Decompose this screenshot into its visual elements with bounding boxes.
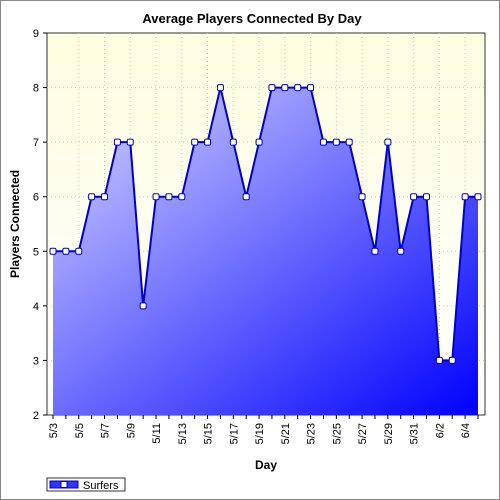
data-point — [281, 84, 289, 92]
data-point — [255, 138, 263, 146]
x-tick-label: 5/7 — [100, 423, 112, 438]
data-point — [113, 138, 121, 146]
data-point — [371, 247, 379, 255]
x-tick-label: 5/17 — [228, 423, 240, 444]
x-tick-label: 5/13 — [177, 423, 189, 444]
y-tick-label: 5 — [33, 246, 39, 258]
y-axis: 2 3 4 5 6 7 8 9 — [33, 28, 47, 422]
data-point — [191, 138, 199, 146]
x-tick-label: 5/3 — [48, 423, 60, 438]
data-point — [384, 138, 392, 146]
data-point — [358, 193, 366, 201]
x-tick-label: 5/5 — [74, 423, 86, 438]
x-tick-label: 5/9 — [125, 423, 137, 438]
x-tick-label: 5/21 — [280, 423, 292, 444]
data-point — [49, 247, 57, 255]
data-point — [229, 138, 237, 146]
data-point — [126, 138, 134, 146]
x-tick-label: 5/11 — [151, 423, 163, 444]
x-tick-label: 5/29 — [383, 423, 395, 444]
data-point — [319, 138, 327, 146]
series-area-surfers — [53, 87, 478, 416]
legend-marker-icon — [60, 481, 68, 488]
x-tick-label: 5/15 — [203, 423, 215, 444]
data-point — [397, 247, 405, 255]
data-point — [75, 247, 83, 255]
data-point — [268, 84, 276, 92]
data-point — [216, 84, 224, 92]
data-point — [139, 302, 147, 310]
x-tick-label: 5/27 — [357, 423, 369, 444]
data-point — [178, 193, 186, 201]
data-point — [62, 247, 70, 255]
data-point — [101, 193, 109, 201]
x-tick-label: 5/25 — [331, 423, 343, 444]
y-tick-label: 4 — [33, 301, 39, 313]
data-point — [165, 193, 173, 201]
x-tick-label: 5/19 — [254, 423, 266, 444]
x-tick-label: 6/2 — [434, 423, 446, 438]
data-point — [242, 193, 250, 201]
data-point — [448, 356, 456, 364]
data-point — [88, 193, 96, 201]
data-point — [294, 84, 302, 92]
x-axis-label: Day — [255, 458, 277, 472]
x-tick-label: 5/31 — [409, 423, 421, 444]
x-axis: 5/3 5/5 5/7 5/9 5/11 5/13 5/15 5/17 5/19 5/21 5/23… — [48, 415, 479, 444]
y-axis-label: Players Connected — [8, 170, 22, 278]
data-point — [410, 193, 418, 201]
legend-label-surfers: Surfers — [83, 480, 119, 492]
y-tick-label: 7 — [33, 137, 39, 149]
y-tick-label: 6 — [33, 192, 39, 204]
chart-title: Average Players Connected By Day — [142, 11, 362, 26]
data-point — [204, 138, 212, 146]
data-point — [332, 138, 340, 146]
y-tick-label: 2 — [33, 410, 39, 422]
data-point — [152, 193, 160, 201]
data-point — [307, 84, 315, 92]
data-point — [474, 193, 482, 201]
marker-layer — [49, 84, 482, 364]
area-layer — [53, 86, 478, 416]
y-tick-label: 3 — [33, 355, 39, 367]
y-tick-label: 8 — [33, 83, 39, 95]
data-point — [422, 193, 430, 201]
legend: Surfers — [46, 477, 126, 492]
data-point — [461, 193, 469, 201]
x-tick-label: 6/4 — [460, 423, 472, 438]
y-tick-label: 9 — [33, 28, 39, 40]
x-tick-label: 5/23 — [306, 423, 318, 444]
data-point — [345, 138, 353, 146]
series-line-surfers — [53, 86, 478, 362]
data-point — [435, 356, 443, 364]
